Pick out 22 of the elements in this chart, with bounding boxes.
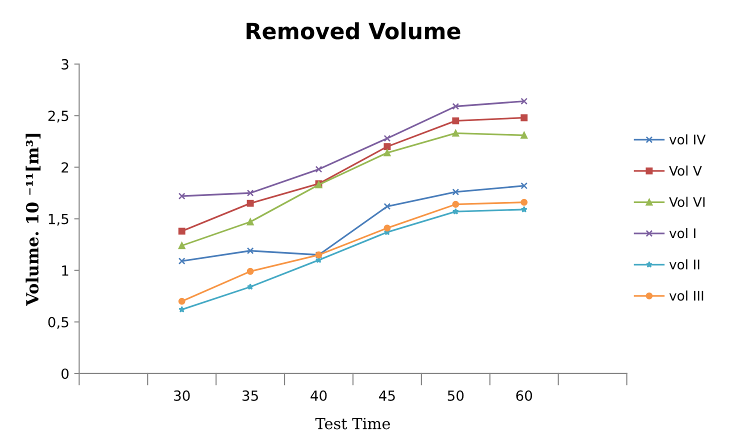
x-tick-label: 30: [174, 390, 190, 401]
legend-label: Vol V: [669, 166, 702, 176]
chart-title: Removed Volume: [246, 22, 460, 40]
y-axis-title: Volume. 10 ⁻¹¹[m³]: [26, 134, 41, 306]
x-tick-label: 45: [379, 390, 395, 401]
y-tick-label: 2,5: [48, 110, 68, 123]
y-tick-label: 1: [62, 266, 68, 276]
legend-label: vol III: [669, 290, 704, 301]
y-tick-label: 2: [62, 162, 68, 172]
x-axis-title: Test Time: [315, 418, 390, 430]
legend-label: vol II: [669, 259, 700, 270]
legend-label: vol IV: [669, 134, 706, 145]
y-tick-label: 1,5: [48, 214, 68, 226]
legend-label: vol I: [669, 228, 696, 238]
x-tick-label: 35: [242, 390, 258, 401]
x-tick-label: 40: [310, 390, 327, 401]
legend-label: Vol VI: [669, 196, 705, 207]
x-tick-label: 60: [516, 390, 532, 401]
y-tick-label: 0: [62, 368, 69, 379]
y-tick-label: 3: [62, 59, 68, 70]
y-tick-label: 0,5: [48, 316, 68, 329]
x-tick-label: 50: [448, 390, 464, 401]
